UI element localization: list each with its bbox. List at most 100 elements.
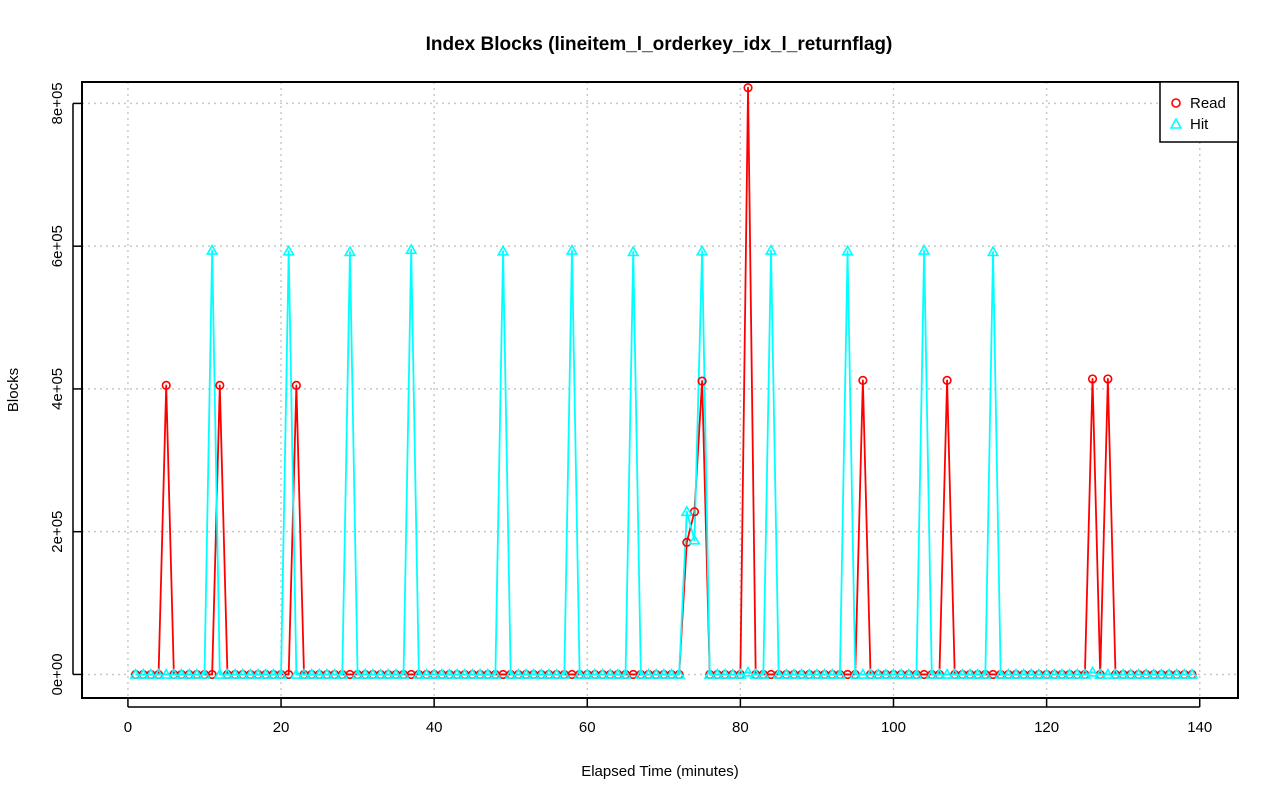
hit-point [1178,668,1191,679]
read-point [858,375,868,385]
x-tick-label: 40 [426,719,443,736]
hit-point [267,668,280,679]
hit-point [864,668,877,679]
hit-point [496,244,510,256]
hit-point [948,668,961,679]
hit-point [1071,668,1084,679]
hit-point [611,668,625,679]
series-lines [135,86,1193,676]
hit-point [665,668,678,679]
hit-point [443,668,456,679]
hit-point [519,668,533,679]
legend-read-label: Read [1190,95,1226,112]
hit-point [1162,668,1176,679]
hit-point [1101,668,1115,679]
hit-point [971,668,984,679]
hit-point [994,668,1007,679]
hit-point [550,668,563,679]
legend: Read Hit [1159,81,1239,143]
y-axis: 0e+00 2e+05 4e+05 6e+05 8e+05 [49,82,82,696]
legend-hit-marker [1169,117,1183,129]
hit-point [473,668,487,679]
hit-point [236,668,249,679]
hit-point [198,668,211,679]
hit-point [535,668,548,679]
hit-point [940,668,954,679]
hit-point [902,668,915,679]
hit-point [251,668,265,679]
hit-point [963,668,977,679]
hit-point [841,244,854,256]
x-tick-label: 120 [1034,719,1059,736]
hit-point [1055,668,1069,679]
y-tick-label: 0e+00 [49,653,66,695]
hit-point [228,668,242,679]
hit-point [290,668,303,679]
hit-point [680,505,693,517]
hit-point [887,668,900,679]
hit-point [405,243,418,255]
hit-point [627,245,640,257]
y-axis-label: Blocks [5,368,22,412]
hit-point [435,668,448,679]
hit-point [588,668,602,679]
hit-point [389,668,403,679]
hit-point [1132,668,1145,679]
read-point [284,669,294,680]
hit-point [749,668,762,679]
hit-point [872,668,885,679]
hit-point [1086,665,1099,677]
hit-point [512,668,525,679]
hit-point [489,668,502,679]
hit-point [780,668,793,679]
y-tick-label: 8e+05 [49,82,66,124]
x-tick-label: 60 [579,719,596,736]
hit-point [336,668,349,679]
legend-read-marker [1171,98,1181,108]
hit-point [190,668,204,679]
hit-point [366,668,380,679]
hit-point [849,668,862,679]
y-tick-label: 4e+05 [49,368,66,410]
hit-point [741,665,755,677]
x-tick-label: 140 [1187,719,1212,736]
read-point [207,669,217,680]
hit-point [604,668,617,679]
hit-point [879,668,893,679]
hit-point [956,668,969,679]
hit-point [558,668,571,679]
read-point [161,380,171,390]
hit-point [427,668,441,679]
hit-point [910,668,923,679]
hit-point [1185,668,1199,679]
hit-point [1025,668,1038,679]
hit-point [1048,668,1061,679]
x-tick-label: 80 [732,719,749,736]
hit-point [359,668,372,679]
hit-point [634,668,648,679]
hit-point [167,668,181,679]
hit-point [833,668,847,679]
read-point [1103,374,1113,384]
chart-title: Index Blocks (lineitem_l_orderkey_idx_l_… [426,34,893,55]
hit-point [382,668,395,679]
hit-point [129,668,142,679]
hit-point [757,668,770,679]
hit-point [565,244,579,255]
hit-point [1170,668,1183,679]
hit-point [152,668,165,679]
hit-point [573,668,586,679]
read-point [689,507,700,517]
hit-point [351,668,364,679]
hit-point [205,244,219,255]
hit-point [221,668,234,679]
hit-point [412,668,426,679]
hit-point [1124,668,1137,679]
hit-point [1002,668,1015,679]
y-tick-label: 6e+05 [49,225,66,267]
hit-point [795,668,808,679]
hit-point [374,668,387,679]
x-tick-label: 100 [881,719,906,736]
